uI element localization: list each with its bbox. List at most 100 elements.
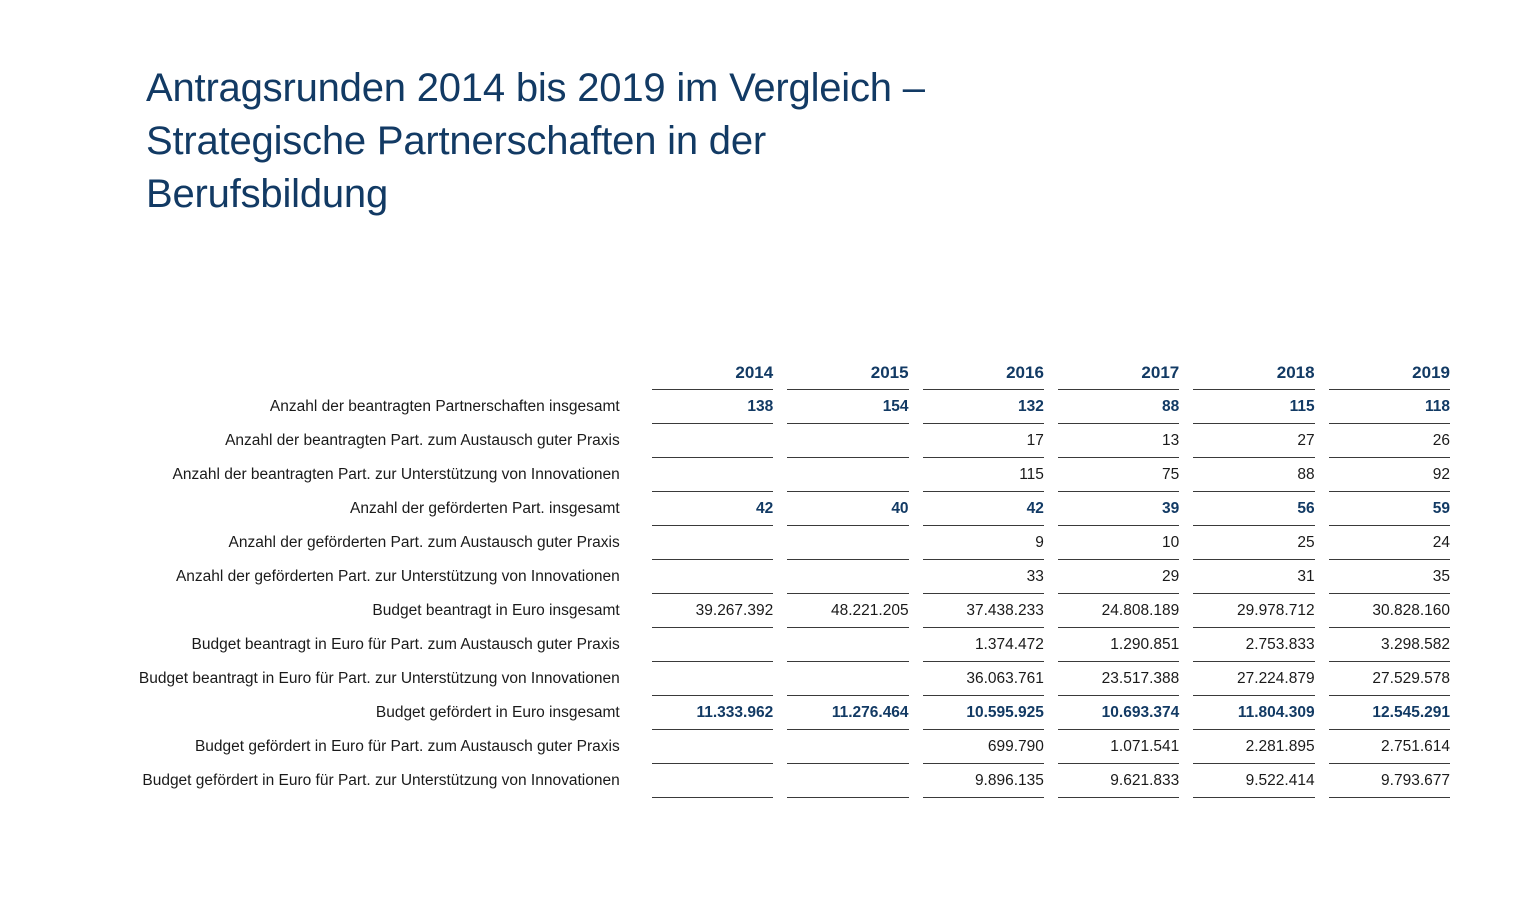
column-gap <box>909 458 923 492</box>
table-row: Budget gefördert in Euro für Part. zur U… <box>48 763 1450 798</box>
cell-2018: 88 <box>1193 457 1315 492</box>
page-title: Antragsrunden 2014 bis 2019 im Vergleich… <box>146 66 925 217</box>
cell-2018: 56 <box>1193 491 1315 526</box>
column-gap <box>773 458 787 492</box>
cell-2014 <box>652 423 774 458</box>
column-gap <box>909 424 923 458</box>
table-row: Anzahl der beantragten Partnerschaften i… <box>48 389 1450 424</box>
row-label: Budget beantragt in Euro insgesamt <box>372 601 620 619</box>
column-gap <box>773 560 787 594</box>
cell-2018: 27 <box>1193 423 1315 458</box>
column-gap <box>773 628 787 662</box>
cell-2016: 115 <box>922 457 1044 492</box>
cell-2015: 40 <box>787 491 909 526</box>
table-body: Anzahl der beantragten Partnerschaften i… <box>48 389 1450 798</box>
column-gap <box>1179 662 1193 696</box>
table-row: Budget beantragt in Euro für Part. zur U… <box>48 661 1450 696</box>
cell-2014 <box>652 661 774 696</box>
row-label-spacer <box>620 594 652 628</box>
column-gap <box>909 492 923 526</box>
column-gap <box>1315 696 1329 730</box>
cell-2017: 75 <box>1058 457 1180 492</box>
table-header-row: 2014 2015 2016 2017 2018 2019 <box>48 345 1450 390</box>
cell-2018: 25 <box>1193 525 1315 560</box>
cell-2015 <box>787 423 909 458</box>
comparison-table-container: 2014 2015 2016 2017 2018 2019 Anzahl der… <box>0 345 1514 798</box>
column-gap <box>773 424 787 458</box>
cell-2017: 13 <box>1058 423 1180 458</box>
cell-2014: 39.267.392 <box>652 593 774 628</box>
row-label: Budget gefördert in Euro für Part. zur U… <box>142 771 620 789</box>
cell-2015 <box>787 559 909 594</box>
column-gap <box>909 390 923 424</box>
cell-2016: 37.438.233 <box>922 593 1044 628</box>
comparison-table: 2014 2015 2016 2017 2018 2019 Anzahl der… <box>48 345 1450 798</box>
column-gap <box>1044 730 1058 764</box>
column-header-gap-5 <box>1315 345 1329 390</box>
row-label: Budget gefördert in Euro für Part. zum A… <box>194 737 620 755</box>
row-label-spacer <box>620 730 652 764</box>
cell-2016: 699.790 <box>922 729 1044 764</box>
column-header-gap-4 <box>1179 345 1193 390</box>
column-gap <box>1044 662 1058 696</box>
column-header-year-2014: 2014 <box>735 363 774 382</box>
column-header-gap-1 <box>773 345 787 390</box>
column-gap <box>1315 492 1329 526</box>
row-label: Anzahl der geförderten Part. zur Unterst… <box>175 567 620 585</box>
cell-2015 <box>787 525 909 560</box>
column-gap <box>1044 424 1058 458</box>
cell-2017: 10.693.374 <box>1058 695 1180 730</box>
column-gap <box>1179 458 1193 492</box>
cell-2016: 36.063.761 <box>922 661 1044 696</box>
cell-2019: 118 <box>1328 389 1450 424</box>
cell-2019: 27.529.578 <box>1328 661 1450 696</box>
column-header-year-2016: 2016 <box>1006 363 1044 382</box>
column-gap <box>909 594 923 628</box>
column-gap <box>1315 594 1329 628</box>
column-header-year-2017: 2017 <box>1141 363 1180 382</box>
cell-2017: 23.517.388 <box>1058 661 1180 696</box>
row-label: Anzahl der geförderten Part. zum Austaus… <box>228 533 620 551</box>
column-gap <box>1315 390 1329 424</box>
cell-2019: 12.545.291 <box>1328 695 1450 730</box>
cell-2019: 92 <box>1328 457 1450 492</box>
column-header-label <box>48 345 620 390</box>
cell-2016: 1.374.472 <box>922 627 1044 662</box>
table-row: Anzahl der beantragten Part. zur Unterst… <box>48 457 1450 492</box>
cell-2016: 17 <box>922 423 1044 458</box>
cell-2019: 9.793.677 <box>1328 763 1450 798</box>
cell-2014 <box>652 729 774 764</box>
column-header-year-2019: 2019 <box>1412 363 1450 382</box>
cell-2018: 2.281.895 <box>1193 729 1315 764</box>
row-label-spacer <box>620 560 652 594</box>
column-gap <box>1044 628 1058 662</box>
column-gap <box>1179 424 1193 458</box>
column-gap <box>1044 764 1058 798</box>
cell-2014 <box>652 763 774 798</box>
column-gap <box>909 628 923 662</box>
cell-2018: 11.804.309 <box>1193 695 1315 730</box>
row-label: Anzahl der beantragten Partnerschaften i… <box>269 397 620 415</box>
column-gap <box>1315 730 1329 764</box>
cell-2017: 10 <box>1058 525 1180 560</box>
column-gap <box>1179 730 1193 764</box>
cell-2018: 115 <box>1193 389 1315 424</box>
cell-2015 <box>787 763 909 798</box>
column-gap <box>909 526 923 560</box>
column-gap <box>773 730 787 764</box>
column-gap <box>1179 526 1193 560</box>
cell-2018: 2.753.833 <box>1193 627 1315 662</box>
column-gap <box>1044 594 1058 628</box>
row-label-spacer <box>620 696 652 730</box>
column-gap <box>1315 424 1329 458</box>
column-gap <box>1179 628 1193 662</box>
column-gap <box>1179 390 1193 424</box>
row-label-spacer <box>620 628 652 662</box>
column-gap <box>1315 560 1329 594</box>
cell-2015 <box>787 661 909 696</box>
column-gap <box>1044 526 1058 560</box>
cell-2019: 26 <box>1328 423 1450 458</box>
row-label-spacer <box>620 662 652 696</box>
cell-2014: 11.333.962 <box>652 695 774 730</box>
cell-2019: 30.828.160 <box>1328 593 1450 628</box>
